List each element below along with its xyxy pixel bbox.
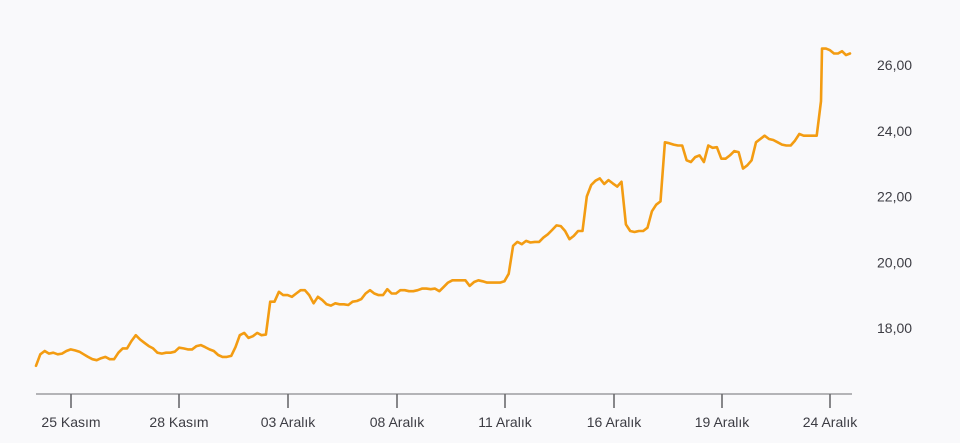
y-tick-label: 26,00 xyxy=(877,57,912,73)
x-axis: 25 Kasım 28 Kasım 03 Aralık 08 Aralık 11 Ara… xyxy=(41,394,858,430)
y-tick-label: 22,00 xyxy=(877,189,912,205)
y-axis: 18,00 20,00 22,00 24,00 26,00 xyxy=(877,57,912,336)
x-tick-label: 24 Aralık xyxy=(803,414,858,430)
x-tick-label: 28 Kasım xyxy=(149,414,208,430)
y-tick-label: 20,00 xyxy=(877,254,912,270)
x-tick-label: 16 Aralık xyxy=(587,414,642,430)
y-tick-label: 24,00 xyxy=(877,123,912,139)
series-layer xyxy=(34,47,852,368)
x-tick-label: 03 Aralık xyxy=(261,414,316,430)
x-tick-label: 08 Aralık xyxy=(370,414,425,430)
y-tick-label: 18,00 xyxy=(877,320,912,336)
x-tick-label: 25 Kasım xyxy=(41,414,100,430)
x-tick-label: 11 Aralık xyxy=(478,414,532,430)
x-tick-label: 19 Aralık xyxy=(695,414,750,430)
series-line xyxy=(34,47,852,368)
